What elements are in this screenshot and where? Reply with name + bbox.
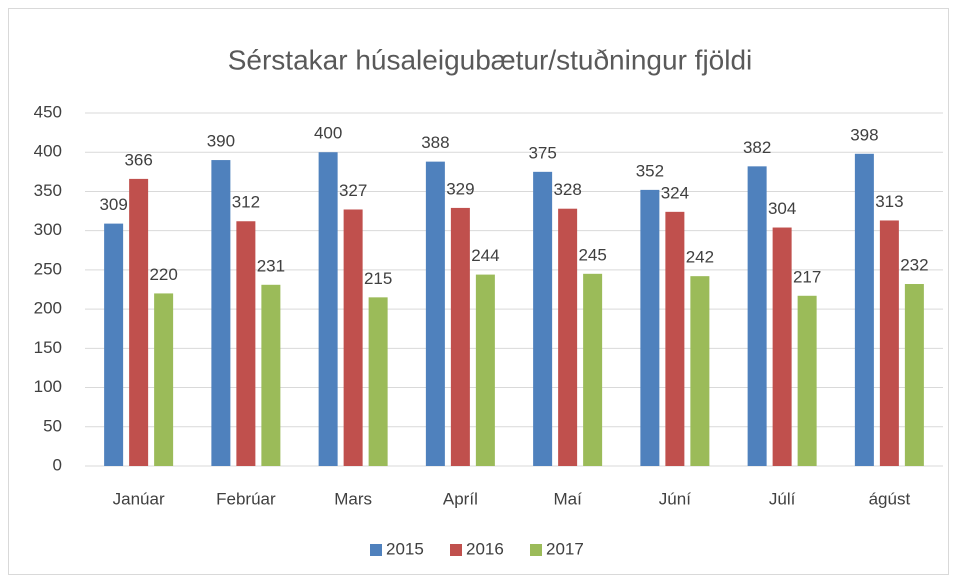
data-label: 375	[528, 143, 556, 162]
legend-swatch	[450, 544, 462, 556]
bar	[583, 273, 603, 466]
legend-label: 2016	[466, 539, 504, 558]
legend-swatch	[530, 544, 542, 556]
bar	[368, 297, 388, 466]
x-tick-label: Janúar	[113, 489, 165, 508]
bar	[558, 208, 578, 467]
bar	[904, 284, 924, 466]
data-label: 327	[339, 181, 367, 200]
y-tick-label: 100	[34, 377, 62, 396]
bar	[665, 211, 685, 466]
y-tick-label: 200	[34, 299, 62, 318]
data-label: 328	[553, 180, 581, 199]
bar	[640, 189, 660, 466]
bar	[154, 293, 174, 466]
data-label: 329	[446, 179, 474, 198]
y-tick-label: 450	[34, 102, 62, 121]
data-label: 220	[149, 265, 177, 284]
bar	[854, 153, 874, 466]
y-tick-label: 0	[53, 455, 62, 474]
y-tick-label: 400	[34, 142, 62, 161]
data-label: 313	[875, 192, 903, 211]
data-label: 232	[900, 255, 928, 274]
bar	[129, 178, 149, 467]
y-tick-label: 350	[34, 181, 62, 200]
data-label: 366	[124, 150, 152, 169]
x-tick-label: Apríl	[443, 489, 478, 508]
bar	[879, 220, 899, 466]
chart-title: Sérstakar húsaleigubætur/stuðningur fjöl…	[228, 44, 753, 75]
bar	[450, 207, 470, 466]
data-label: 245	[578, 245, 606, 264]
data-label: 388	[421, 133, 449, 152]
data-label: 217	[793, 267, 821, 286]
y-tick-label: 250	[34, 259, 62, 278]
bar	[318, 152, 338, 466]
bar	[261, 284, 281, 466]
data-label: 244	[471, 246, 499, 265]
bar	[104, 223, 124, 466]
y-tick-label: 300	[34, 220, 62, 239]
data-label: 242	[686, 248, 714, 267]
bar	[797, 295, 817, 466]
data-label: 304	[768, 199, 796, 218]
legend-label: 2015	[386, 539, 424, 558]
bar	[747, 166, 767, 466]
bar	[211, 160, 231, 467]
data-label: 231	[257, 256, 285, 275]
data-label: 324	[661, 183, 689, 202]
x-tick-label: Júlí	[769, 489, 796, 508]
data-label: 352	[636, 161, 664, 180]
legend-swatch	[370, 544, 382, 556]
data-label: 390	[207, 132, 235, 151]
legend-label: 2017	[546, 539, 584, 558]
data-label: 312	[232, 193, 260, 212]
y-tick-label: 50	[43, 416, 62, 435]
x-tick-label: Maí	[553, 489, 582, 508]
x-tick-label: Mars	[334, 489, 372, 508]
data-label: 398	[850, 125, 878, 144]
bar	[475, 274, 495, 466]
bar	[236, 221, 256, 466]
x-tick-label: Júní	[659, 489, 691, 508]
data-label: 400	[314, 124, 342, 143]
x-tick-label: Febrúar	[216, 489, 276, 508]
bar	[772, 227, 792, 466]
bar	[690, 276, 710, 466]
y-tick-label: 150	[34, 338, 62, 357]
bar	[343, 209, 363, 466]
data-label: 215	[364, 269, 392, 288]
bar	[425, 161, 445, 466]
data-label: 309	[99, 195, 127, 214]
x-tick-label: ágúst	[869, 489, 911, 508]
bar	[533, 171, 553, 467]
data-label: 382	[743, 138, 771, 157]
